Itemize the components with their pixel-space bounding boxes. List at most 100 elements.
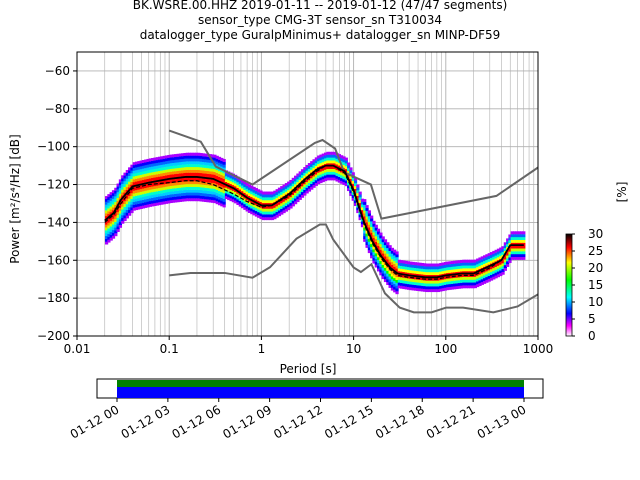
psd-cell — [169, 160, 173, 164]
psd-cell — [164, 161, 169, 165]
psd-cell — [333, 163, 337, 167]
psd-cell — [370, 224, 374, 228]
psd-cell — [245, 202, 249, 206]
psd-cell — [116, 209, 120, 213]
psd-cell — [397, 271, 401, 275]
psd-cell — [190, 195, 194, 199]
psd-cell — [360, 207, 365, 211]
psd-cell — [483, 263, 487, 267]
psd-cell — [197, 192, 201, 196]
psd-cell — [107, 219, 111, 223]
psd-cell — [141, 191, 146, 195]
psd-cell — [273, 190, 277, 194]
psd-cell — [280, 203, 284, 207]
psd-cell — [114, 201, 118, 205]
psd-cell — [153, 185, 157, 189]
psd-cell — [141, 171, 146, 175]
psd-cell — [406, 275, 411, 279]
psd-cell — [277, 207, 282, 211]
psd-cell — [187, 181, 192, 185]
psd-cell — [312, 181, 316, 185]
psd-cell — [363, 213, 367, 217]
psd-cell — [162, 170, 166, 174]
psd-cell — [194, 195, 199, 199]
psd-cell — [259, 201, 263, 205]
psd-cell — [187, 169, 192, 173]
psd-cell — [478, 263, 482, 267]
psd-cell — [522, 234, 526, 238]
psd-cell — [372, 257, 376, 261]
psd-cell — [116, 226, 120, 230]
timeline-tick-label: 01-12 00 — [68, 402, 122, 441]
psd-cell — [365, 222, 369, 226]
psd-cell — [434, 269, 438, 273]
psd-cell — [153, 194, 157, 198]
psd-cell — [107, 214, 111, 217]
psd-cell — [160, 170, 164, 174]
psd-cell — [160, 167, 164, 171]
psd-cell — [377, 257, 381, 261]
psd-cell — [478, 277, 482, 281]
psd-cell — [473, 282, 478, 286]
psd-cell — [252, 209, 256, 213]
psd-cell — [268, 208, 272, 212]
psd-cell — [512, 245, 517, 249]
psd-cell — [174, 173, 178, 177]
psd-cell — [287, 201, 291, 205]
psd-cell — [390, 259, 395, 263]
psd-cell — [201, 167, 206, 171]
psd-cell — [379, 241, 383, 245]
psd-cell — [222, 158, 226, 162]
psd-cell — [289, 202, 293, 206]
psd-cell — [363, 230, 367, 234]
psd-cell — [386, 259, 390, 263]
psd-cell — [204, 193, 208, 197]
psd-cell — [305, 170, 309, 174]
psd-cell — [305, 167, 309, 171]
psd-cell — [420, 274, 424, 278]
psd-cell — [416, 285, 420, 289]
psd-cell — [492, 253, 496, 257]
psd-cell — [277, 190, 282, 194]
psd-cell — [379, 272, 383, 276]
psd-cell — [404, 286, 408, 290]
psd-cell — [395, 291, 399, 295]
psd-cell — [323, 158, 328, 162]
psd-cell — [178, 196, 182, 200]
psd-cell — [448, 264, 452, 268]
psd-cell — [450, 286, 454, 290]
psd-cell — [326, 151, 330, 155]
psd-cell — [105, 235, 109, 239]
psd-cell — [144, 179, 148, 183]
psd-cell — [413, 282, 418, 286]
psd-cell — [464, 279, 468, 283]
psd-cell — [319, 163, 323, 167]
psd-cell — [436, 286, 441, 290]
psd-cell — [123, 181, 127, 185]
psd-cell — [254, 207, 259, 211]
psd-cell — [459, 259, 464, 263]
psd-cell — [469, 265, 473, 269]
psd-cell — [358, 205, 362, 209]
psd-cell — [464, 268, 468, 272]
psd-cell — [139, 206, 143, 209]
psd-cell — [217, 176, 222, 180]
psd-cell — [499, 267, 503, 271]
psd-cell — [277, 201, 282, 205]
psd-cell — [130, 210, 134, 214]
psd-cell — [217, 190, 222, 194]
psd-cell — [298, 177, 302, 181]
psd-cell — [128, 198, 132, 202]
psd-cell — [174, 199, 178, 203]
psd-cell — [446, 281, 450, 285]
psd-cell — [443, 276, 448, 280]
psd-cell — [167, 186, 171, 190]
psd-cell — [342, 164, 346, 168]
psd-cell — [107, 228, 111, 232]
psd-cell — [162, 184, 166, 188]
psd-cell — [151, 197, 155, 201]
psd-cell — [282, 207, 286, 211]
psd-cell — [213, 191, 217, 195]
psd-cell — [206, 187, 210, 191]
psd-cell — [321, 156, 325, 160]
